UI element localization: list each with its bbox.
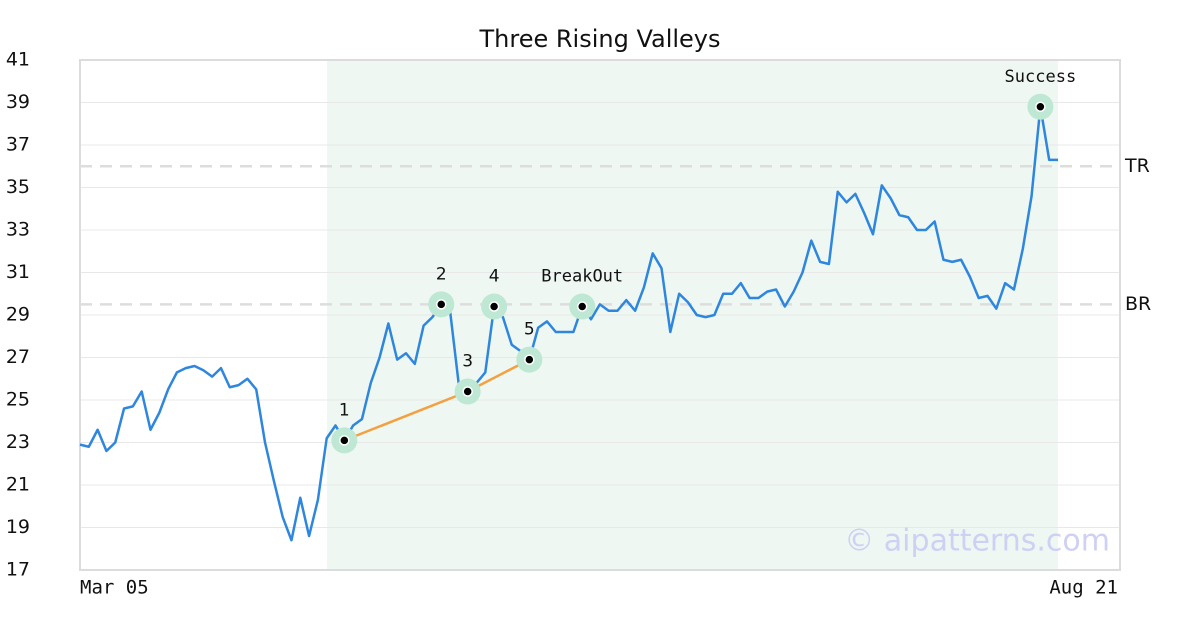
annotation-dot (524, 354, 535, 365)
y-tick-label: 21 (6, 474, 30, 496)
annotation-dot (339, 435, 350, 446)
annotation-label: 4 (489, 267, 500, 287)
y-tick-label: 39 (6, 91, 30, 113)
y-tick-label: 31 (6, 261, 30, 283)
y-tick-label: 33 (6, 219, 30, 241)
reference-label: BR (1125, 293, 1151, 315)
y-tick-label: 19 (6, 516, 30, 538)
annotation-label: 1 (339, 400, 350, 420)
y-tick-label: 35 (6, 176, 30, 198)
annotation-label: 5 (524, 320, 535, 340)
annotation-dot (462, 386, 473, 397)
annotation-dot (1035, 101, 1046, 112)
plot-frame (79, 59, 1121, 571)
price-line (79, 105, 1058, 542)
annotation-label: 2 (436, 264, 447, 284)
annotation-dot (576, 301, 588, 312)
y-tick-label: 29 (6, 304, 30, 326)
chart-title: Three Rising Valleys (478, 25, 720, 53)
y-tick-label: 37 (6, 134, 30, 156)
annotation-dot (488, 301, 500, 312)
grid (80, 59, 1120, 571)
y-tick-label: 41 (6, 49, 30, 71)
annotation-label: 3 (462, 352, 473, 372)
reference-label: TR (1124, 155, 1150, 177)
x-tick-label: Aug 21 (1049, 577, 1118, 599)
y-tick-label: 27 (6, 346, 30, 368)
annotation-dot (435, 299, 447, 310)
annotation-label: BreakOut (541, 267, 623, 287)
y-tick-label: 17 (6, 559, 30, 581)
annotation-label: Success (1005, 67, 1077, 87)
y-tick-label: 23 (6, 431, 30, 453)
x-tick-label: Mar 05 (80, 577, 149, 599)
watermark: © aipatterns.com (844, 524, 1110, 559)
y-tick-label: 25 (6, 389, 30, 411)
